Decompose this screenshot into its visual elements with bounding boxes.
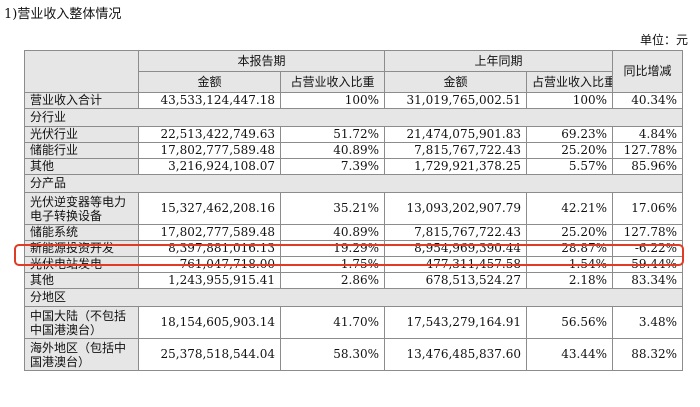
table-row: 储能行业 17,802,777,589.48 40.89% 7,815,767,… bbox=[24, 142, 684, 159]
revenue-table: 本报告期 上年同期 同比增减 金额 占营业收入比重 金额 占营业收入比重 营业收… bbox=[23, 50, 684, 371]
header-prev-amount: 金额 bbox=[384, 71, 528, 93]
cur-share: 7.39% bbox=[279, 158, 386, 175]
cur-amount: 25,378,518,544.04 bbox=[138, 338, 281, 371]
cur-amount: 17,802,777,589.48 bbox=[138, 224, 281, 241]
row-label: 新能源投资开发 bbox=[24, 240, 139, 257]
table-row: 光伏电站发电 761,047,718.00 1.75% 477,311,457.… bbox=[24, 256, 684, 273]
prev-share: 42.21% bbox=[526, 192, 614, 225]
prev-share: 1.54% bbox=[526, 256, 614, 273]
row-label: 光伏逆变器等电力电子转换设备 bbox=[24, 192, 139, 225]
section-label: 分地区 bbox=[23, 288, 684, 307]
cur-share: 1.75% bbox=[279, 256, 386, 273]
row-label: 储能系统 bbox=[24, 224, 139, 241]
prev-amount: 477,311,457.58 bbox=[384, 256, 528, 273]
cur-amount: 22,513,422,749.63 bbox=[138, 126, 281, 143]
prev-amount: 17,543,279,164.91 bbox=[384, 306, 528, 339]
yoy-change: 59.44% bbox=[612, 256, 684, 273]
section-row-region: 分地区 bbox=[23, 288, 684, 307]
cur-amount: 18,154,605,903.14 bbox=[138, 306, 281, 339]
header-prev-share: 占营业收入比重 bbox=[526, 71, 614, 93]
yoy-change: 88.32% bbox=[612, 338, 684, 371]
header-yoy-change: 同比增减 bbox=[612, 50, 684, 93]
section-label: 分产品 bbox=[23, 174, 684, 193]
yoy-change: 17.06% bbox=[612, 192, 684, 225]
yoy-change: 85.96% bbox=[612, 158, 684, 175]
prev-share: 25.20% bbox=[526, 142, 614, 159]
cur-amount: 3,216,924,108.07 bbox=[138, 158, 281, 175]
header-prior-period: 上年同期 bbox=[384, 50, 614, 72]
prev-share: 5.57% bbox=[526, 158, 614, 175]
prev-share: 56.56% bbox=[526, 306, 614, 339]
prev-share: 100% bbox=[526, 92, 614, 109]
header-cur-share: 占营业收入比重 bbox=[279, 71, 386, 93]
yoy-change: 4.84% bbox=[612, 126, 684, 143]
prev-amount: 31,019,765,002.51 bbox=[384, 92, 528, 109]
cur-share: 19.29% bbox=[279, 240, 386, 257]
row-label: 其他 bbox=[24, 272, 139, 289]
prev-amount: 678,513,524.27 bbox=[384, 272, 528, 289]
table-row: 光伏行业 22,513,422,749.63 51.72% 21,474,075… bbox=[24, 126, 684, 143]
header-blank bbox=[24, 50, 139, 93]
prev-share: 69.23% bbox=[526, 126, 614, 143]
table-row-highlighted: 储能系统 17,802,777,589.48 40.89% 7,815,767,… bbox=[24, 224, 684, 241]
prev-share: 28.87% bbox=[526, 240, 614, 257]
yoy-change: 83.34% bbox=[612, 272, 684, 289]
row-label: 营业收入合计 bbox=[24, 92, 139, 109]
prev-amount: 7,815,767,722.43 bbox=[384, 224, 528, 241]
cur-share: 35.21% bbox=[279, 192, 386, 225]
total-row: 营业收入合计 43,533,124,447.18 100% 31,019,765… bbox=[24, 92, 684, 109]
table-row: 新能源投资开发 8,397,881,016.13 19.29% 8,954,96… bbox=[24, 240, 684, 257]
cur-share: 2.86% bbox=[279, 272, 386, 289]
table-row: 其他 1,243,955,915.41 2.86% 678,513,524.27… bbox=[24, 272, 684, 289]
row-label: 中国大陆（不包括中国港澳台） bbox=[24, 306, 139, 339]
table-row: 中国大陆（不包括中国港澳台） 18,154,605,903.14 41.70% … bbox=[24, 306, 684, 339]
prev-amount: 1,729,921,378.25 bbox=[384, 158, 528, 175]
section-label: 分行业 bbox=[23, 108, 684, 127]
prev-share: 25.20% bbox=[526, 224, 614, 241]
prev-share: 43.44% bbox=[526, 338, 614, 371]
header-cur-amount: 金额 bbox=[138, 71, 281, 93]
table-row: 光伏逆变器等电力电子转换设备 15,327,462,208.16 35.21% … bbox=[24, 192, 684, 225]
cur-amount: 43,533,124,447.18 bbox=[138, 92, 281, 109]
cur-amount: 761,047,718.00 bbox=[138, 256, 281, 273]
header-current-period: 本报告期 bbox=[137, 50, 386, 72]
yoy-change: 127.78% bbox=[612, 224, 684, 241]
table-row: 其他 3,216,924,108.07 7.39% 1,729,921,378.… bbox=[24, 158, 684, 175]
prev-amount: 21,474,075,901.83 bbox=[384, 126, 528, 143]
prev-amount: 7,815,767,722.43 bbox=[384, 142, 528, 159]
prev-amount: 13,093,202,907.79 bbox=[384, 192, 528, 225]
cur-share: 51.72% bbox=[279, 126, 386, 143]
cur-share: 58.30% bbox=[279, 338, 386, 371]
yoy-change: 3.48% bbox=[612, 306, 684, 339]
yoy-change: 127.78% bbox=[612, 142, 684, 159]
cur-share: 41.70% bbox=[279, 306, 386, 339]
row-label: 光伏电站发电 bbox=[24, 256, 139, 273]
cur-share: 100% bbox=[279, 92, 386, 109]
row-label: 海外地区（包括中国港澳台） bbox=[24, 338, 139, 371]
cur-amount: 15,327,462,208.16 bbox=[138, 192, 281, 225]
row-label: 其他 bbox=[24, 158, 139, 175]
section-title: 1)营业收入整体情况 bbox=[4, 7, 122, 22]
unit-label: 单位：元 bbox=[639, 33, 688, 47]
section-row-product: 分产品 bbox=[23, 174, 684, 193]
prev-amount: 13,476,485,837.60 bbox=[384, 338, 528, 371]
yoy-change: 40.34% bbox=[612, 92, 684, 109]
cur-share: 40.89% bbox=[279, 224, 386, 241]
cur-amount: 1,243,955,915.41 bbox=[138, 272, 281, 289]
row-label: 储能行业 bbox=[24, 142, 139, 159]
table-row: 海外地区（包括中国港澳台） 25,378,518,544.04 58.30% 1… bbox=[24, 338, 684, 371]
row-label: 光伏行业 bbox=[24, 126, 139, 143]
prev-amount: 8,954,969,390.44 bbox=[384, 240, 528, 257]
yoy-change: -6.22% bbox=[612, 240, 684, 257]
section-row-industry: 分行业 bbox=[23, 108, 684, 127]
cur-amount: 8,397,881,016.13 bbox=[138, 240, 281, 257]
prev-share: 2.18% bbox=[526, 272, 614, 289]
cur-share: 40.89% bbox=[279, 142, 386, 159]
cur-amount: 17,802,777,589.48 bbox=[138, 142, 281, 159]
